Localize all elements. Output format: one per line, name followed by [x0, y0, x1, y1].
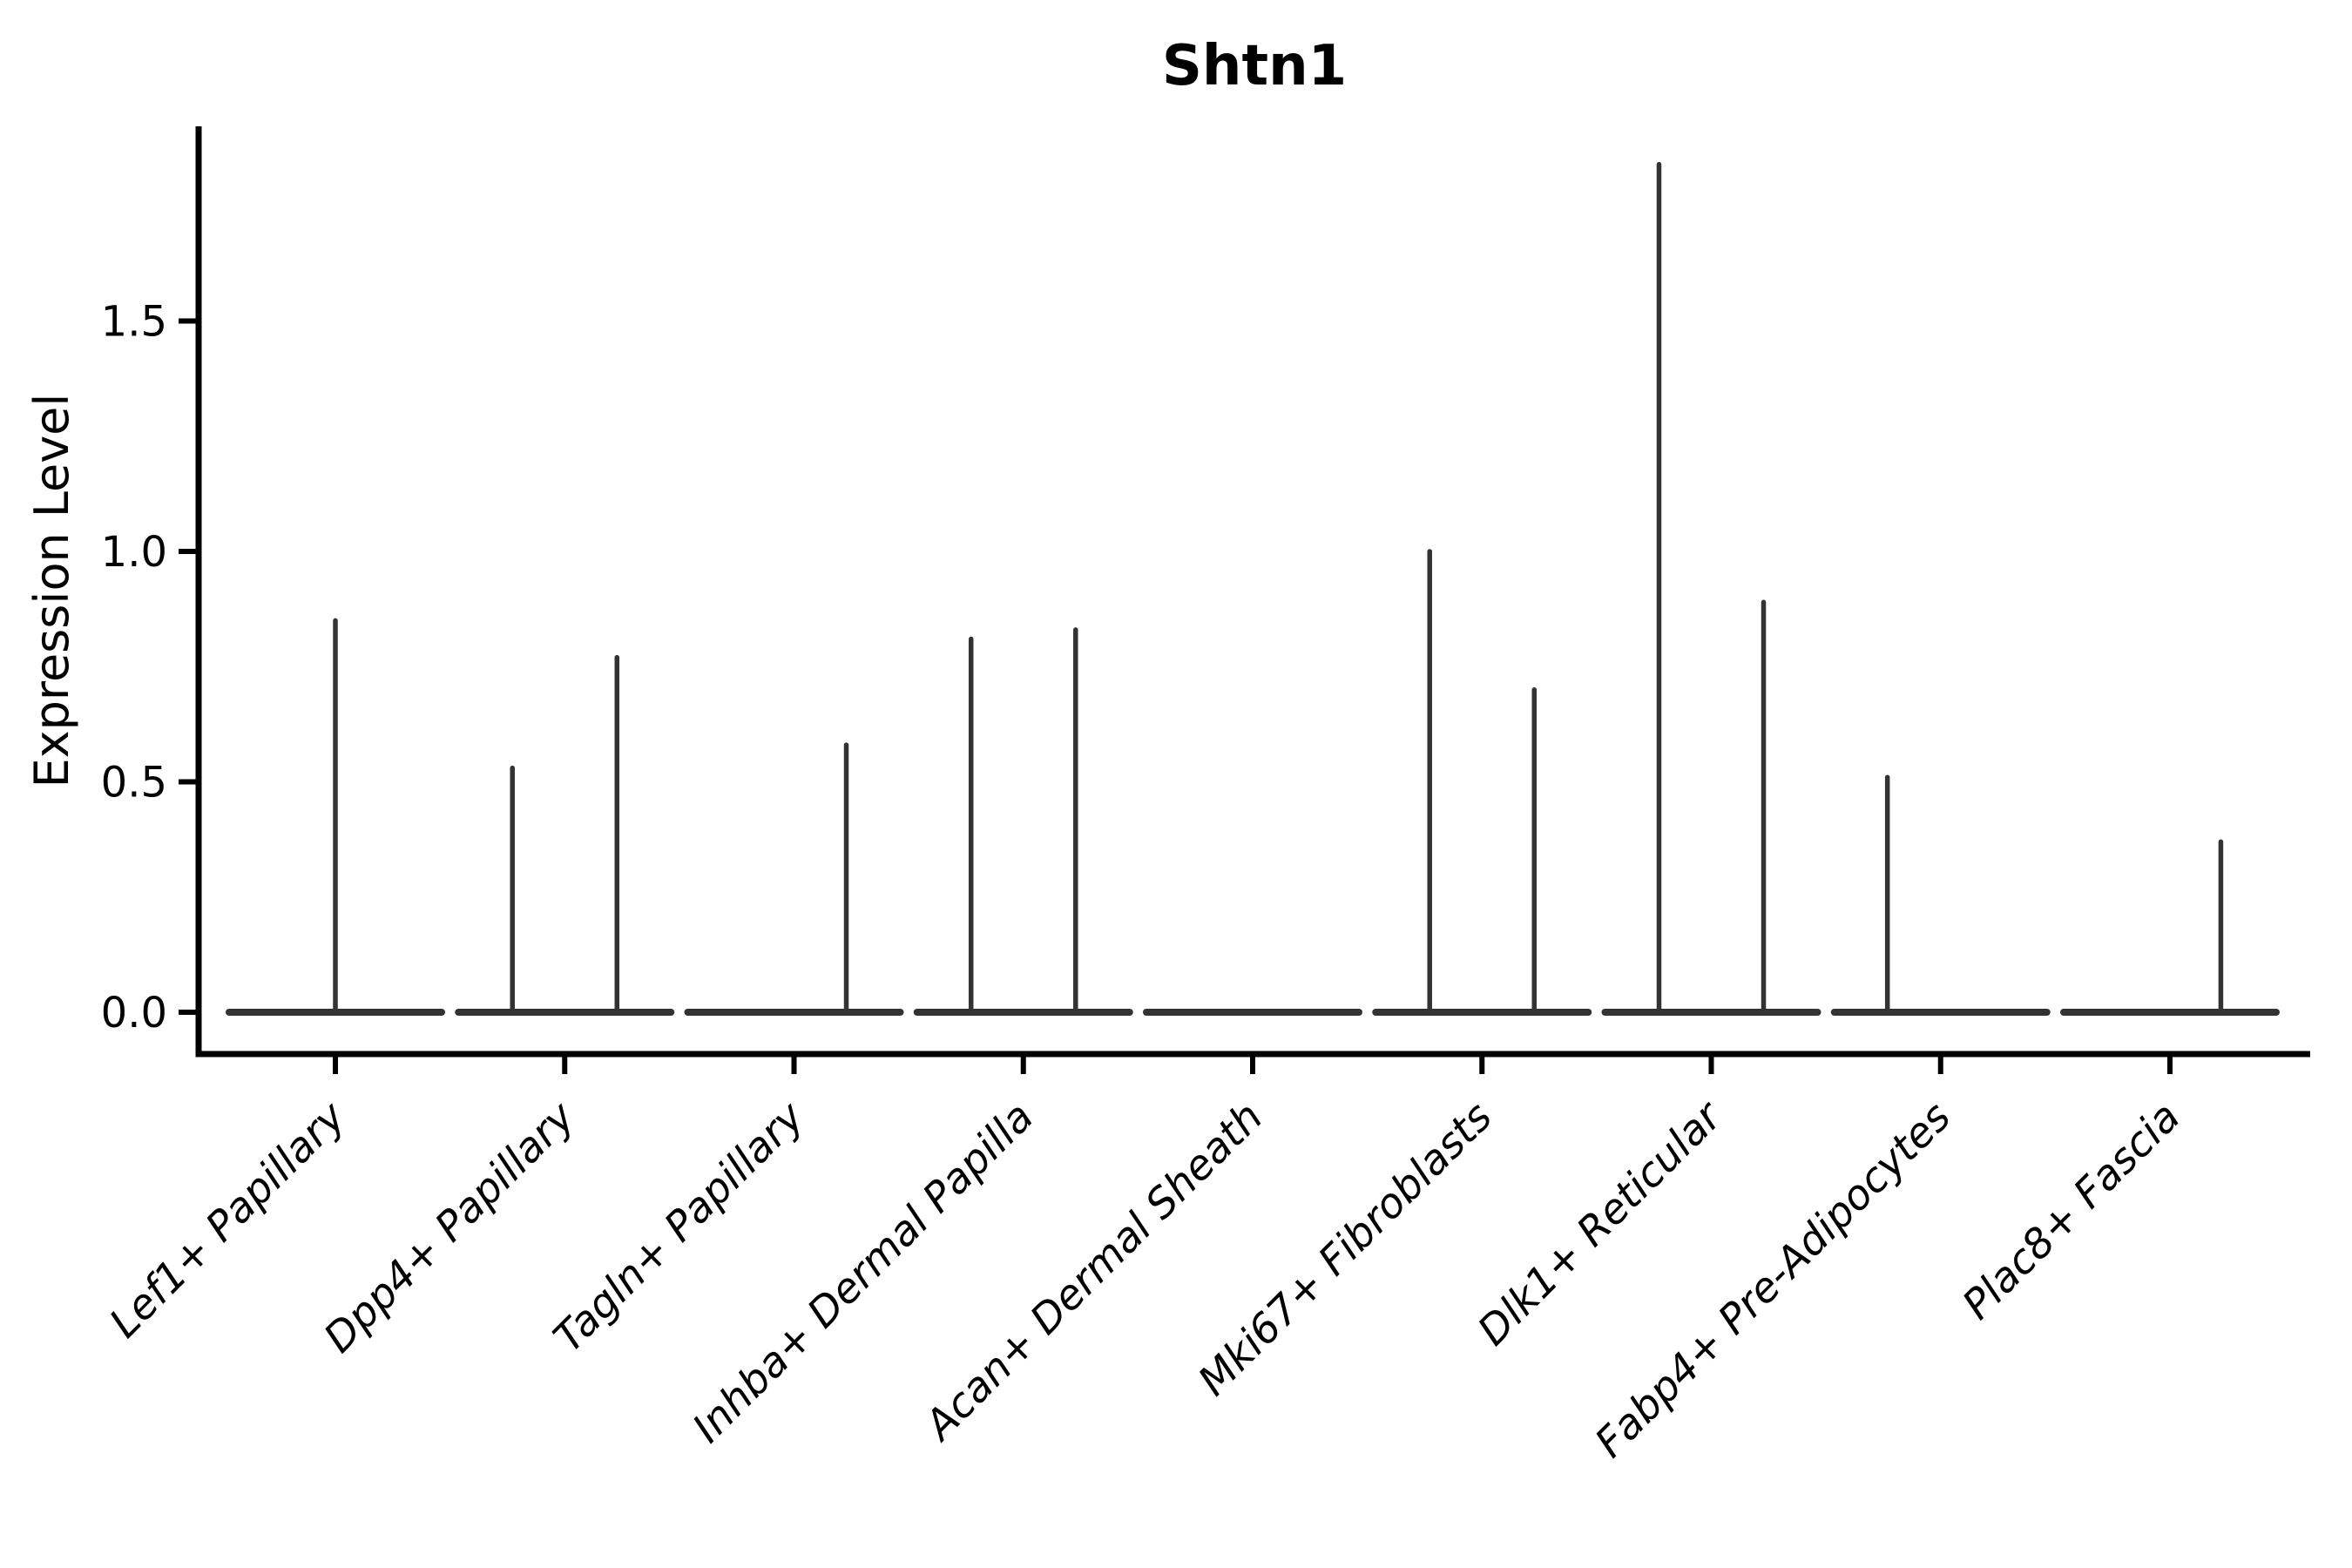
x-tick-label: Tagln+ Papillary: [544, 1092, 814, 1362]
plot-title: Shtn1: [1162, 34, 1347, 98]
y-tick-label: 0.5: [101, 759, 167, 808]
x-tick-label: Lef1+ Papillary: [100, 1092, 355, 1348]
y-tick-label: 1.5: [101, 298, 167, 347]
x-tick-label: Dlk1+ Reticular: [1469, 1092, 1733, 1355]
y-axis-title: Expression Level: [24, 394, 79, 788]
y-tick-label: 0.0: [101, 989, 167, 1037]
y-tick-label: 1.0: [101, 528, 167, 577]
x-tick-label: Dpp4+ Papillary: [315, 1092, 585, 1362]
x-tick-label: Plac8+ Fascia: [1953, 1093, 2189, 1329]
